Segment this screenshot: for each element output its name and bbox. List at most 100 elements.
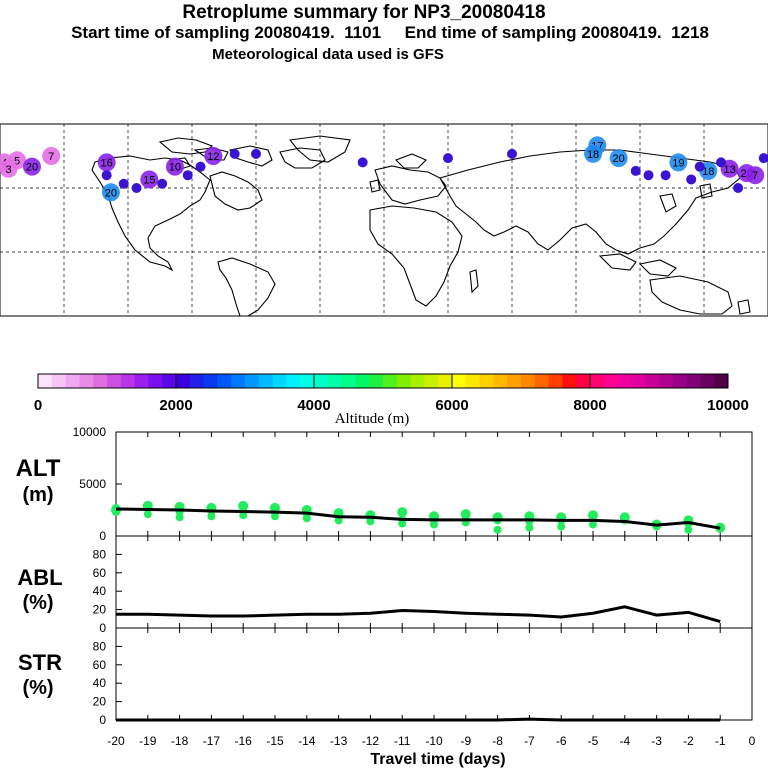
plume-label: 7 (48, 151, 54, 163)
alt-scatter-point (239, 511, 248, 520)
colorbar-tick-label: 2000 (159, 397, 192, 414)
colorbar-cell (562, 374, 577, 388)
str-panel-unit: (%) (22, 677, 53, 699)
colorbar-cell (465, 374, 481, 388)
x-tick-label: 0 (749, 734, 756, 748)
plume-label: 16 (101, 157, 113, 169)
colorbar-tick-label: 6000 (435, 397, 468, 414)
colorbar-cell (438, 374, 453, 388)
colorbar-cell (51, 374, 67, 388)
y-tick-label: 0 (99, 621, 106, 635)
y-tick-label: 60 (93, 658, 107, 672)
x-tick-label: -8 (492, 734, 503, 748)
alt-panel-label: ALT (16, 455, 61, 482)
x-tick-label: -6 (556, 734, 567, 748)
alt-scatter-point (557, 522, 566, 531)
x-tick-label: -9 (460, 734, 471, 748)
alt-scatter-point (397, 507, 408, 518)
colorbar-cell (93, 374, 108, 388)
colorbar-cell (603, 374, 619, 388)
x-tick-label: -16 (235, 734, 253, 748)
colorbar-tick-label: 10000 (707, 397, 749, 414)
plume-trail-dot (443, 153, 453, 164)
colorbar-cell (521, 374, 536, 388)
plume-label: 18 (587, 149, 599, 161)
colorbar-tick-label: 8000 (573, 397, 606, 414)
colorbar-cell (203, 374, 218, 388)
colorbar-label: Altitude (m) (335, 411, 410, 427)
y-tick-label: 40 (93, 676, 107, 690)
plume-label: 12 (207, 151, 219, 163)
colorbar-tick-label: 0 (34, 397, 42, 414)
colorbar-cell (176, 374, 191, 388)
abl-panel-unit: (%) (22, 592, 53, 614)
plume-marker (101, 183, 120, 202)
y-tick-label: 80 (93, 639, 107, 653)
plume-trail-dot (643, 170, 654, 181)
plume-label: 20 (105, 187, 117, 199)
plume-label: 3 (5, 164, 11, 176)
plume-trail-dot (357, 157, 368, 168)
alt-series-line (115, 507, 721, 530)
alt-scatter-point (143, 510, 152, 519)
x-tick-label: -10 (425, 734, 443, 748)
x-tick-label: -1 (715, 734, 726, 748)
colorbar-cell (645, 374, 660, 388)
plume-trail-dot (182, 170, 193, 181)
plume-trail-dot (507, 148, 517, 159)
x-tick-label: -14 (298, 734, 316, 748)
plume-trail-dot (101, 170, 112, 181)
plume-trail-dot (660, 170, 671, 181)
colorbar-cell (148, 374, 163, 388)
x-tick-label: -19 (139, 734, 157, 748)
y-tick-label: 60 (93, 566, 107, 580)
plume-label: 13 (723, 164, 735, 176)
y-tick-label: 0 (99, 529, 106, 543)
alt-scatter-points (111, 500, 726, 534)
colorbar-cell (576, 374, 591, 388)
y-tick-label: 20 (93, 695, 107, 709)
x-tick-label: -20 (107, 734, 125, 748)
colorbar-cell (134, 374, 149, 388)
colorbar-cell (617, 374, 632, 388)
x-axis-label: Travel time (days) (370, 751, 505, 768)
plume-label: 18 (702, 166, 714, 178)
colorbar-cell (479, 374, 494, 388)
colorbar-cell (396, 374, 412, 388)
plume-trail-dot (157, 178, 168, 189)
colorbar-cell (79, 374, 94, 388)
str-series-line (116, 717, 721, 722)
plume-trail-dot (630, 165, 641, 176)
alt-scatter-point (684, 525, 693, 534)
colorbar-cell (355, 374, 370, 388)
alt-scatter-point (525, 523, 534, 532)
y-tick-label: 5000 (79, 477, 106, 491)
alt-scatter-point (430, 520, 438, 529)
colorbar-cell (231, 374, 246, 388)
x-tick-label: -3 (651, 734, 662, 748)
alt-scatter-point (334, 516, 343, 525)
y-tick-label: 40 (93, 584, 107, 598)
colorbar-cell (369, 374, 384, 388)
colorbar-cell (493, 374, 508, 388)
plume-label: 19 (672, 157, 684, 169)
colorbar-cell (245, 374, 260, 388)
plume-trail-dot (229, 148, 240, 159)
plume-trail-dot (195, 161, 206, 172)
altitude-colorbar: 0 2000 4000 6000 8000 10000 Altitude (m) (34, 373, 749, 427)
plume-marker (609, 149, 628, 168)
colorbar-cell (659, 374, 674, 388)
x-tick-label: -12 (362, 734, 380, 748)
str-panel-label: STR (18, 650, 62, 675)
y-tick-label: 20 (93, 603, 107, 617)
colorbar-cell (590, 374, 605, 388)
x-tick-label: -4 (619, 734, 630, 748)
plume-trail-dot (758, 153, 768, 164)
plume-trail-dot (118, 178, 129, 189)
x-tick-label: -5 (588, 734, 599, 748)
plume-label: 7 (752, 170, 758, 182)
colorbar-cell (410, 374, 425, 388)
alt-scatter-point (366, 517, 375, 526)
plume-marker (669, 153, 688, 172)
